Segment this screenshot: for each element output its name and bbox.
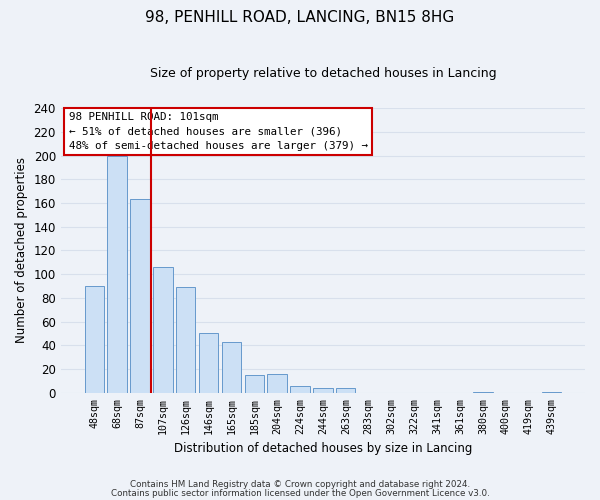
Bar (107, 156, 127, 393)
Bar (336, 388, 355, 393)
Bar (542, 392, 561, 393)
Bar (130, 200, 150, 393)
Bar (473, 392, 493, 393)
Y-axis label: Number of detached properties: Number of detached properties (15, 158, 28, 344)
X-axis label: Distribution of detached houses by size in Lancing: Distribution of detached houses by size … (174, 442, 472, 455)
Text: 98, PENHILL ROAD, LANCING, BN15 8HG: 98, PENHILL ROAD, LANCING, BN15 8HG (145, 10, 455, 25)
Bar (85, 286, 104, 393)
Bar (245, 375, 264, 393)
Text: Contains HM Land Registry data © Crown copyright and database right 2024.: Contains HM Land Registry data © Crown c… (130, 480, 470, 489)
Bar (313, 388, 332, 393)
Bar (222, 342, 241, 393)
Text: Contains public sector information licensed under the Open Government Licence v3: Contains public sector information licen… (110, 488, 490, 498)
Bar (290, 386, 310, 393)
Bar (153, 267, 173, 393)
Bar (176, 287, 196, 393)
Bar (199, 334, 218, 393)
Title: Size of property relative to detached houses in Lancing: Size of property relative to detached ho… (149, 68, 496, 80)
Bar (268, 374, 287, 393)
Text: 98 PENHILL ROAD: 101sqm
← 51% of detached houses are smaller (396)
48% of semi-d: 98 PENHILL ROAD: 101sqm ← 51% of detache… (68, 112, 368, 151)
